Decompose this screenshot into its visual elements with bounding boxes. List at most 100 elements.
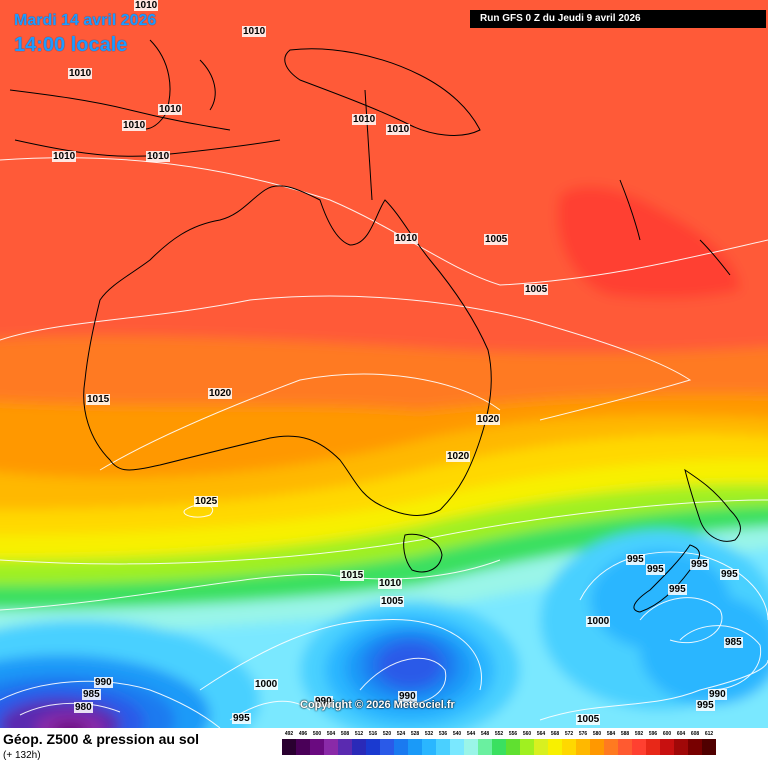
- legend-swatch: [632, 739, 646, 755]
- isobar-label: 995: [646, 564, 665, 575]
- isobar-label: 1000: [586, 616, 611, 627]
- legend-level-label: 608: [690, 731, 700, 737]
- legend-swatch: [492, 739, 506, 755]
- legend-swatch: [562, 739, 576, 755]
- isobar-label: 995: [668, 584, 687, 595]
- isobar-label: 1010: [122, 120, 147, 131]
- legend-level-label: 532: [424, 731, 434, 737]
- isobar-label: 990: [94, 677, 113, 688]
- copyright-notice: Copyright © 2026 Meteociel.fr: [300, 699, 455, 711]
- forecast-date: Mardi 14 avril 2026: [14, 12, 157, 29]
- legend-level-label: 588: [620, 731, 630, 737]
- legend-labels: 492 496 500 504 508 512 516 520 524 528 532 536 540 5…: [282, 731, 758, 737]
- legend-level-label: 504: [326, 731, 336, 737]
- isobar-label: 1025: [194, 496, 219, 507]
- isobar-label: 1010: [158, 104, 183, 115]
- isobar-label: 1015: [340, 570, 365, 581]
- legend-swatch: [310, 739, 324, 755]
- isobar-label: 1000: [254, 679, 279, 690]
- legend-level-label: 568: [550, 731, 560, 737]
- legend-swatch: [618, 739, 632, 755]
- legend-level-label: 496: [298, 731, 308, 737]
- isobar-label: 995: [232, 713, 251, 724]
- isobar-label: 995: [690, 559, 709, 570]
- legend-level-label: 520: [382, 731, 392, 737]
- geopotential-field: [0, 0, 768, 728]
- isobar-label: 990: [708, 689, 727, 700]
- isobar-label: 1010: [52, 151, 77, 162]
- legend-level-label: 528: [410, 731, 420, 737]
- legend-level-label: 524: [396, 731, 406, 737]
- legend-swatch: [674, 739, 688, 755]
- legend-swatch: [534, 739, 548, 755]
- legend-swatch: [422, 739, 436, 755]
- isobar-label: 1005: [380, 596, 405, 607]
- legend-level-label: 512: [354, 731, 364, 737]
- legend-level-label: 552: [494, 731, 504, 737]
- legend-level-label: 600: [662, 731, 672, 737]
- legend-swatch: [646, 739, 660, 755]
- legend-level-label: 584: [606, 731, 616, 737]
- map-title: Géop. Z500 & pression au sol: [3, 731, 200, 747]
- map-footer: Géop. Z500 & pression au sol (+ 132h) 49…: [0, 728, 768, 768]
- isobar-label: 1010: [134, 0, 159, 11]
- legend-swatch: [702, 739, 716, 755]
- isobar-label: 1010: [242, 26, 267, 37]
- legend-swatch: [408, 739, 422, 755]
- legend-swatch: [660, 739, 674, 755]
- legend-level-label: 580: [592, 731, 602, 737]
- run-info: Run GFS 0 Z du Jeudi 9 avril 2026: [470, 10, 766, 28]
- legend-swatch: [324, 739, 338, 755]
- color-legend: 492 496 500 504 508 512 516 520 524 528 532 536 540 5…: [282, 731, 768, 761]
- legend-level-label: 564: [536, 731, 546, 737]
- legend-level-label: 500: [312, 731, 322, 737]
- isobar-label: 990: [398, 691, 417, 702]
- legend-level-label: 592: [634, 731, 644, 737]
- isobar-label: 1010: [146, 151, 171, 162]
- legend-level-label: 492: [284, 731, 294, 737]
- isobar-label: 1010: [68, 68, 93, 79]
- legend-swatch: [296, 739, 310, 755]
- legend-swatch: [366, 739, 380, 755]
- legend-swatch: [352, 739, 366, 755]
- isobar-label: 980: [74, 702, 93, 713]
- legend-level-label: 560: [522, 731, 532, 737]
- weather-map: Mardi 14 avril 2026 14:00 locale Run GFS…: [0, 0, 768, 728]
- legend-swatch: [478, 739, 492, 755]
- isobar-label: 985: [724, 637, 743, 648]
- legend-swatches: [282, 739, 758, 755]
- isobar-label: 1020: [476, 414, 501, 425]
- isobar-label: 1020: [446, 451, 471, 462]
- legend-level-label: 556: [508, 731, 518, 737]
- isobar-label: 1005: [524, 284, 549, 295]
- legend-swatch: [506, 739, 520, 755]
- legend-swatch: [688, 739, 702, 755]
- legend-swatch: [380, 739, 394, 755]
- legend-level-label: 516: [368, 731, 378, 737]
- isobar-label: 1010: [394, 233, 419, 244]
- isobar-label: 1015: [86, 394, 111, 405]
- isobar-label: 1010: [386, 124, 411, 135]
- forecast-time: 14:00 locale: [14, 34, 128, 56]
- legend-level-label: 540: [452, 731, 462, 737]
- isobar-label: 995: [720, 569, 739, 580]
- coastlines: [9, 39, 741, 613]
- isobar-label: 1010: [352, 114, 377, 125]
- map-canvas: [0, 0, 768, 728]
- isobar-label: 1010: [378, 578, 403, 589]
- isobar-label: 985: [82, 689, 101, 700]
- legend-swatch: [548, 739, 562, 755]
- isobar-label: 1005: [484, 234, 509, 245]
- legend-level-label: 596: [648, 731, 658, 737]
- isobar-label: 1005: [576, 714, 601, 725]
- legend-level-label: 548: [480, 731, 490, 737]
- legend-level-label: 536: [438, 731, 448, 737]
- legend-swatch: [464, 739, 478, 755]
- legend-swatch: [338, 739, 352, 755]
- legend-swatch: [590, 739, 604, 755]
- legend-level-label: 604: [676, 731, 686, 737]
- legend-swatch: [576, 739, 590, 755]
- legend-level-label: 572: [564, 731, 574, 737]
- legend-swatch: [450, 739, 464, 755]
- legend-level-label: 508: [340, 731, 350, 737]
